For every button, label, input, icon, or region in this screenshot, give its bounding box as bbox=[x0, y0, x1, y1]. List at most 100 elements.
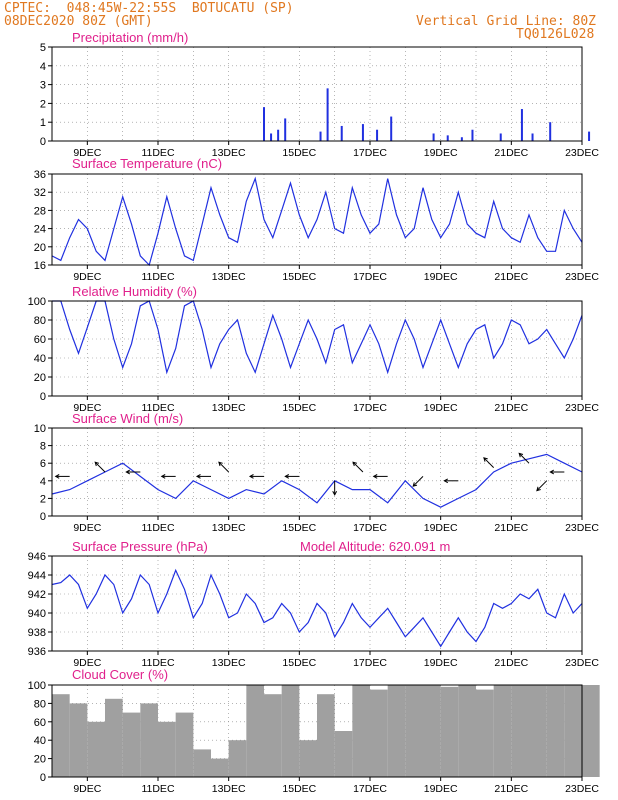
precip-bar bbox=[361, 124, 364, 141]
rh-title: Relative Humidity (%) bbox=[72, 284, 197, 299]
precip-title: Precipitation (mm/h) bbox=[72, 30, 188, 45]
precip-ytick-label: 3 bbox=[40, 80, 46, 92]
temp-title: Surface Temperature (nC) bbox=[72, 156, 222, 171]
rh-xtick-label: 11DEC bbox=[141, 402, 174, 414]
rh-xtick-label: 19DEC bbox=[424, 402, 458, 414]
cloud-title: Cloud Cover (%) bbox=[72, 667, 168, 682]
precip-bar bbox=[432, 133, 435, 141]
precip-bar bbox=[340, 125, 343, 141]
rh-xtick-label: 17DEC bbox=[353, 402, 387, 414]
temp-xtick-label: 23DEC bbox=[565, 271, 599, 283]
precip-xtick-label: 15DEC bbox=[282, 147, 316, 159]
wind-arrow-head bbox=[412, 482, 418, 487]
wind-arrow-head bbox=[248, 474, 254, 479]
rh-frame bbox=[51, 300, 583, 397]
rh-series-line bbox=[52, 300, 583, 375]
temp-xtick-label: 19DEC bbox=[424, 271, 458, 283]
pressure-ytick-label: 936 bbox=[28, 646, 46, 658]
cloud-bar bbox=[423, 685, 441, 777]
wind-arrow-head bbox=[483, 457, 488, 462]
pressure-xtick-label: 15DEC bbox=[282, 657, 316, 669]
cloud-bar bbox=[387, 685, 406, 777]
precip-bar bbox=[499, 133, 502, 141]
temp-series-line bbox=[51, 176, 583, 267]
cloud-bar bbox=[299, 740, 317, 777]
wind-arrow-head bbox=[125, 469, 131, 475]
precip-xtick-label: 11DEC bbox=[141, 147, 174, 159]
wind-ytick-label: 4 bbox=[40, 476, 46, 488]
cloud-bar bbox=[405, 685, 423, 777]
temp-xtick-label: 21DEC bbox=[494, 271, 528, 283]
precip-ytick-label: 2 bbox=[40, 98, 46, 110]
precip-bar bbox=[446, 135, 449, 141]
cloud-bar bbox=[193, 749, 211, 777]
wind-arrow-head bbox=[518, 452, 524, 458]
cloud-bar bbox=[458, 685, 476, 777]
precip-xtick-label: 21DEC bbox=[494, 147, 528, 159]
cloud-ytick-label: 100 bbox=[28, 680, 46, 692]
pressure-xtick-label: 17DEC bbox=[353, 657, 387, 669]
header-grid-line: Vertical Grid Line: 80Z bbox=[416, 14, 597, 29]
wind-arrow-head bbox=[372, 474, 378, 479]
cloud-bar bbox=[476, 689, 494, 777]
cloud-xtick-label: 19DEC bbox=[424, 783, 458, 795]
rh-ytick-label: 0 bbox=[40, 391, 46, 403]
cloud-bar bbox=[440, 686, 459, 777]
rh-ytick-label: 40 bbox=[34, 353, 46, 365]
temp-ytick-label: 28 bbox=[34, 205, 46, 217]
precip-bar bbox=[390, 116, 393, 141]
wind-arrow bbox=[218, 461, 230, 473]
cloud-bar bbox=[246, 685, 264, 777]
temp-ytick-label: 24 bbox=[34, 224, 46, 236]
temp-xtick-label: 9DEC bbox=[73, 271, 101, 283]
rh-ytick-label: 80 bbox=[34, 315, 46, 327]
wind-ytick-label: 0 bbox=[40, 511, 46, 523]
wind-series-line bbox=[51, 453, 583, 508]
precip-bar bbox=[460, 137, 463, 141]
precip-bar bbox=[326, 88, 329, 141]
wind-xtick-label: 19DEC bbox=[424, 522, 458, 534]
precip-ytick-label: 5 bbox=[40, 42, 46, 54]
pressure-xtick-label: 11DEC bbox=[141, 657, 174, 669]
pressure-xtick-label: 13DEC bbox=[212, 657, 246, 669]
temp-frame bbox=[51, 173, 583, 266]
cloud-bar bbox=[546, 685, 565, 777]
wind-arrow bbox=[94, 461, 106, 473]
wind-xtick-label: 17DEC bbox=[353, 522, 387, 534]
pressure-xtick-label: 19DEC bbox=[424, 657, 458, 669]
header-location: CPTEC: 048:45W-22:55S BOTUCATU (SP) bbox=[4, 1, 294, 16]
precip-xtick-label: 9DEC bbox=[73, 147, 101, 159]
wind-xtick-label: 9DEC bbox=[73, 522, 101, 534]
wind-arrow-head bbox=[195, 474, 201, 479]
cloud-xtick-label: 23DEC bbox=[565, 783, 599, 795]
wind-xtick-label: 23DEC bbox=[565, 522, 599, 534]
pressure-series-line bbox=[51, 568, 583, 648]
precip-ytick-label: 1 bbox=[40, 117, 46, 129]
wind-arrow-head bbox=[160, 474, 166, 479]
precip-bar bbox=[277, 129, 280, 141]
wind-arrow-head bbox=[443, 478, 449, 484]
cloud-bar bbox=[228, 740, 247, 777]
precip-bar bbox=[588, 131, 591, 141]
precip-bar bbox=[270, 133, 273, 141]
precip-frame bbox=[51, 46, 583, 142]
wind-xtick-label: 13DEC bbox=[212, 522, 246, 534]
wind-arrow bbox=[352, 461, 364, 473]
wind-arrow-head bbox=[352, 461, 358, 467]
cloud-xtick-label: 15DEC bbox=[282, 783, 316, 795]
pressure-xtick-label: 9DEC bbox=[73, 657, 101, 669]
pressure-title: Surface Pressure (hPa) bbox=[72, 539, 208, 554]
cloud-bar bbox=[564, 685, 582, 777]
precip-ytick-label: 4 bbox=[40, 61, 46, 73]
pressure-ytick-label: 942 bbox=[28, 589, 46, 601]
pressure-ytick-label: 946 bbox=[28, 551, 46, 563]
wind-xtick-label: 11DEC bbox=[141, 522, 174, 534]
header-date: 08DEC2020 80Z (GMT) bbox=[4, 14, 153, 29]
temp-ytick-label: 32 bbox=[34, 187, 46, 199]
wind-arrow-head bbox=[536, 486, 541, 492]
precip-bar bbox=[471, 129, 474, 141]
cloud-bar bbox=[264, 694, 282, 777]
cloud-bar bbox=[211, 758, 229, 777]
wind-arrow-head bbox=[549, 469, 555, 475]
